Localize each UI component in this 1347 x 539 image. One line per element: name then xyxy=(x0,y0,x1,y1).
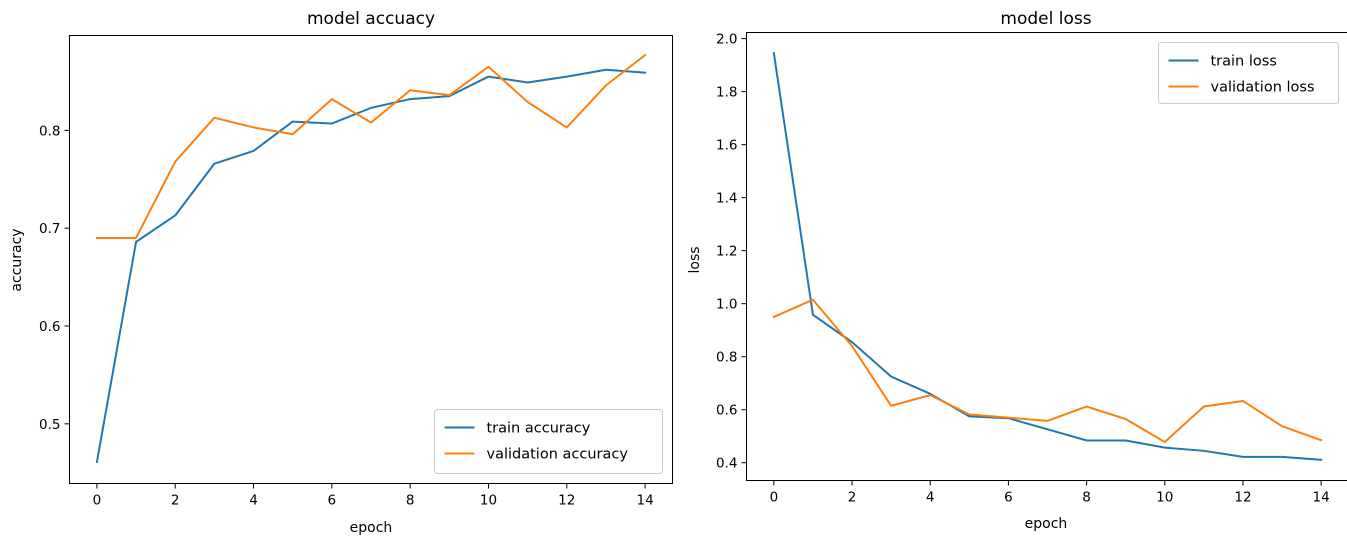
accuracy-chart: model accuacy epoch accuracy 0 2 4 6 8 10 12 14… xyxy=(9,9,673,536)
loss-y-tick-label: 0.6 xyxy=(716,403,737,419)
accuracy-chart-title: model accuacy xyxy=(307,9,435,29)
loss-series-lines xyxy=(772,52,1323,461)
loss-y-tick-label: 1.8 xyxy=(716,85,737,101)
accuracy-legend-label-1: train accuracy xyxy=(487,421,591,437)
loss-x-tick-label: 4 xyxy=(926,490,935,506)
loss-legend-label-2: validation loss xyxy=(1211,80,1315,96)
accuracy-x-tick-label: 0 xyxy=(93,493,102,509)
loss-x-tick-label: 6 xyxy=(1004,490,1013,506)
accuracy-legend-label-2: validation accuracy xyxy=(487,447,629,463)
accuracy-y-tick-label: 0.7 xyxy=(39,221,60,237)
loss-legend-label-1: train loss xyxy=(1211,54,1277,70)
accuracy-x-tick-label: 6 xyxy=(328,493,337,509)
accuracy-y-tick-label: 0.5 xyxy=(39,417,60,433)
accuracy-x-tick-label: 4 xyxy=(249,493,258,509)
loss-chart: model loss epoch loss 0 2 4 6 8 10 12 140.40.60… xyxy=(687,9,1347,532)
loss-y-tick-label: 1.6 xyxy=(716,138,737,154)
accuracy-y-tick-label: 0.8 xyxy=(39,123,60,139)
loss-y-tick-label: 1.0 xyxy=(716,297,737,313)
loss-y-axis-label: loss xyxy=(687,246,703,273)
accuracy-x-tick-label: 14 xyxy=(636,493,653,509)
loss-x-tick-label: 0 xyxy=(770,490,779,506)
loss-y-tick-label: 1.2 xyxy=(716,244,737,260)
loss-y-tick-label: 2.0 xyxy=(716,32,737,48)
loss-plot-frame xyxy=(746,32,1347,481)
accuracy-axis-ticks: 0 2 4 6 8 10 12 14 0.5 0.6 0.7 0.8 xyxy=(39,123,654,508)
accuracy-x-tick-label: 2 xyxy=(171,493,180,509)
accuracy-series-lines xyxy=(95,53,647,464)
loss-x-axis-label: epoch xyxy=(1025,516,1068,532)
accuracy-x-axis-label: epoch xyxy=(350,520,393,536)
loss-x-tick-label: 10 xyxy=(1156,490,1173,506)
accuracy-series-line-2 xyxy=(95,53,647,239)
loss-y-tick-label: 0.8 xyxy=(716,350,737,366)
accuracy-y-axis-label: accuracy xyxy=(9,228,25,291)
accuracy-series-line-1 xyxy=(95,68,647,464)
loss-x-tick-label: 8 xyxy=(1082,490,1091,506)
loss-y-tick-label: 1.4 xyxy=(716,191,737,207)
accuracy-x-tick-label: 12 xyxy=(558,493,575,509)
loss-legend-box xyxy=(1158,42,1339,104)
accuracy-x-tick-label: 10 xyxy=(480,493,497,509)
accuracy-x-tick-label: 8 xyxy=(406,493,415,509)
accuracy-legend: train accuracy validation accuracy xyxy=(434,409,663,474)
loss-x-tick-label: 14 xyxy=(1313,490,1330,506)
accuracy-legend-box xyxy=(434,409,663,474)
accuracy-y-tick-label: 0.6 xyxy=(39,319,60,335)
loss-series-line-2 xyxy=(772,298,1323,444)
loss-series-line-1 xyxy=(772,52,1323,461)
loss-x-tick-label: 12 xyxy=(1234,490,1251,506)
loss-axis-ticks: 0 2 4 6 8 10 12 14 0.4 0.6 0.8 1.0 1.2 1.4 1.6 1.8 2.0 xyxy=(716,32,1330,506)
accuracy-plot-frame xyxy=(69,35,673,484)
loss-y-tick-label: 0.4 xyxy=(716,456,737,472)
loss-legend: train loss validation loss xyxy=(1158,42,1339,104)
loss-x-tick-label: 2 xyxy=(848,490,857,506)
loss-chart-title: model loss xyxy=(1000,9,1091,29)
